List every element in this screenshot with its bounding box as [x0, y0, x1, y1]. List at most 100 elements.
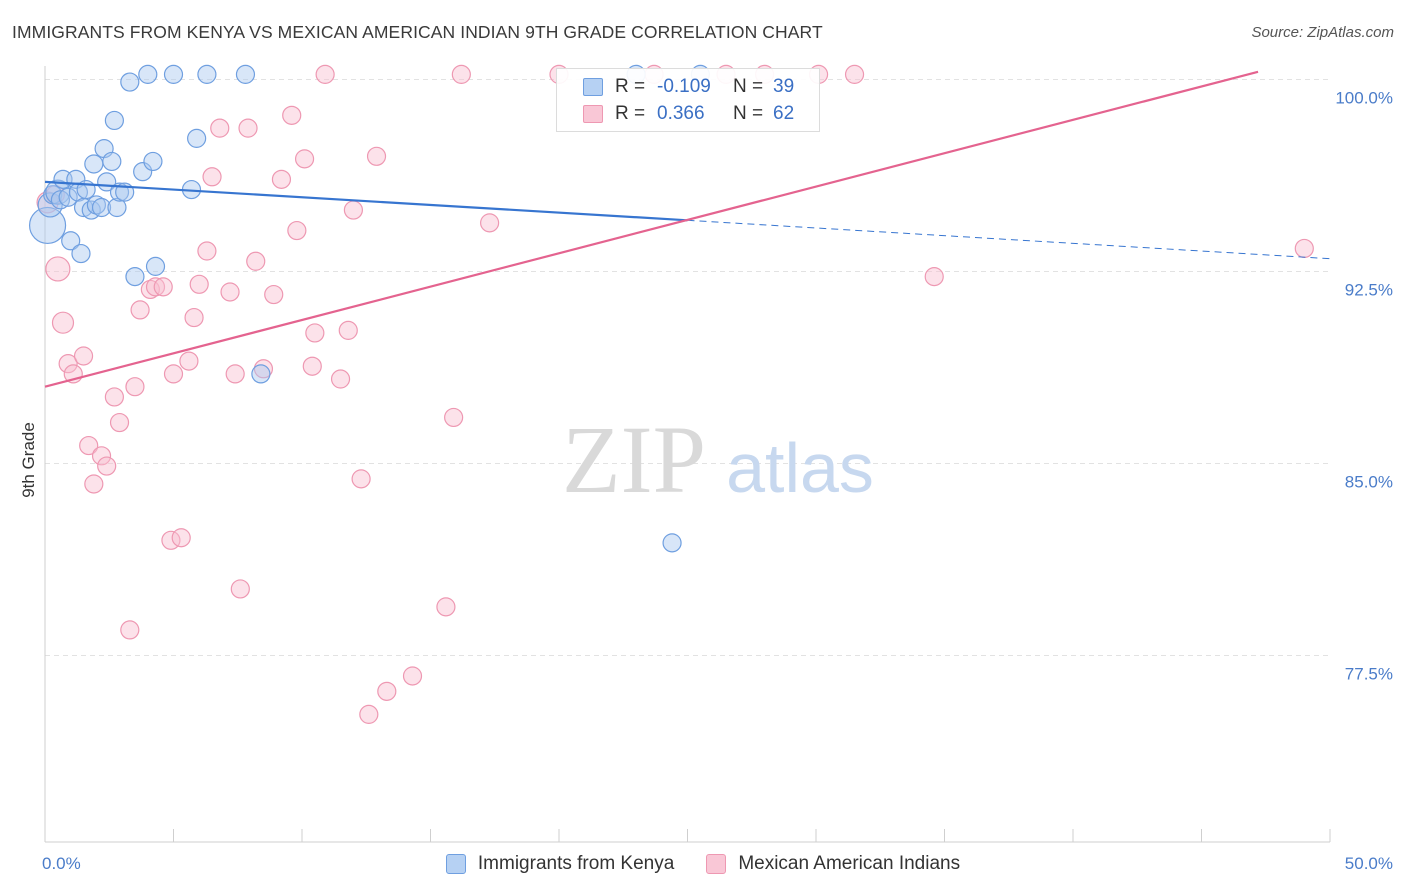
kenya-point [235, 64, 256, 84]
mexican-point [210, 118, 230, 138]
axes [44, 66, 1331, 843]
mexican-point [351, 469, 371, 489]
mexican-point [153, 277, 173, 297]
mexican-legend-label: Mexican American Indians [738, 853, 961, 874]
mexican-trend-line [44, 70, 1259, 388]
mexican-n-label: N = [733, 103, 764, 124]
kenya-point [28, 206, 67, 245]
mexican-point [302, 356, 322, 376]
kenya-r-value: -0.109 [657, 76, 711, 97]
kenya-point [125, 267, 145, 287]
mexican-point [51, 311, 75, 334]
series-mexican-points [36, 64, 1314, 724]
mexican-point [282, 105, 302, 125]
legend-item-kenya[interactable]: Immigrants from Kenya [445, 853, 675, 875]
watermark-zip: ZIP [562, 406, 706, 513]
legend-row-kenya: R = -0.109 N = 39 [557, 74, 794, 100]
y-tick-label: 100.0% [1335, 89, 1393, 108]
kenya-r-label: R = [615, 76, 646, 97]
kenya-point [251, 364, 271, 384]
watermark: ZIP atlas [562, 406, 874, 513]
kenya-point [61, 231, 81, 251]
mexican-point [444, 407, 464, 428]
kenya-point [84, 154, 104, 174]
mexican-point [202, 167, 222, 187]
legend-item-mexican[interactable]: Mexican American Indians [706, 853, 960, 875]
kenya-point [143, 151, 163, 172]
mexican-point [377, 681, 397, 701]
mexican-point [197, 241, 217, 261]
mexican-point [145, 277, 166, 297]
mexican-point [315, 64, 335, 84]
mexican-point [225, 364, 245, 384]
mexican-point [436, 597, 456, 617]
kenya-legend-swatch [445, 854, 466, 874]
mexican-point [130, 300, 150, 320]
kenya-point [163, 64, 184, 84]
mexican-r-value: 0.366 [657, 103, 705, 124]
mexican-point [104, 387, 124, 407]
mexican-point [480, 213, 500, 233]
x-tick-label: 0.0% [42, 854, 81, 873]
kenya-point [58, 187, 78, 207]
kenya-point [107, 197, 127, 218]
mexican-point [120, 620, 140, 640]
y-tick-label: 77.5% [1345, 665, 1393, 684]
kenya-point [102, 151, 122, 172]
kenya-point [145, 256, 166, 276]
legend-row-mexican: R = 0.366 N = 62 [557, 101, 794, 127]
mexican-point [238, 118, 258, 138]
mexican-point [451, 64, 471, 84]
kenya-point [91, 197, 112, 218]
kenya-point [187, 128, 207, 148]
mexican-point [287, 220, 307, 241]
mexican-point [246, 251, 266, 271]
kenya-point [197, 64, 217, 84]
mexican-legend-swatch [706, 854, 727, 874]
mexican-point [924, 267, 944, 287]
mexican-point [109, 412, 130, 433]
y-tick-label: 92.5% [1345, 281, 1393, 300]
mexican-point [1294, 238, 1314, 259]
source-credit: Source: ZipAtlas.com [1251, 24, 1394, 41]
kenya-trend-line [44, 180, 688, 222]
mexican-r-label: R = [615, 103, 646, 124]
mexican-point [79, 435, 99, 456]
mexican-point [171, 528, 191, 548]
kenya-legend-label: Immigrants from Kenya [477, 853, 675, 874]
mexican-point [73, 346, 94, 366]
mexican-point [163, 364, 184, 384]
mexican-point [97, 456, 117, 476]
mexican-point [343, 200, 363, 220]
mexican-point [189, 274, 209, 294]
mexican-swatch [583, 105, 603, 123]
series-legend: Immigrants from Kenya Mexican American I… [0, 850, 1406, 878]
trend-lines [44, 70, 1331, 388]
mexican-point [45, 256, 71, 282]
kenya-n-value: 39 [773, 76, 795, 97]
watermark-atlas: atlas [726, 429, 874, 507]
mexican-point [338, 320, 358, 340]
mexican-point [84, 474, 104, 494]
mexican-point [125, 377, 145, 397]
y-tick-label: 85.0% [1345, 473, 1393, 492]
tick-labels: 100.0% 92.5% 85.0% 77.5% 0.0% 50.0% [42, 89, 1393, 874]
kenya-point [120, 72, 140, 92]
mexican-point [305, 323, 325, 343]
chart-title: IMMIGRANTS FROM KENYA VS MEXICAN AMERICA… [12, 22, 823, 42]
mexican-point [184, 307, 204, 328]
y-axis-label: 9th Grade [19, 422, 38, 498]
kenya-point [104, 110, 124, 131]
mexican-point [366, 146, 387, 166]
mexican-point [253, 359, 274, 379]
mexican-point [220, 282, 240, 302]
mexican-n-value: 62 [773, 103, 795, 124]
mexican-point [271, 169, 292, 189]
kenya-point [662, 533, 682, 553]
correlation-legend: R = -0.109 N = 39 R = 0.366 N = 62 [556, 68, 820, 132]
kenya-swatch [583, 78, 603, 96]
mexican-point [179, 351, 199, 371]
mexican-point [330, 369, 351, 389]
mexican-point [58, 354, 78, 374]
